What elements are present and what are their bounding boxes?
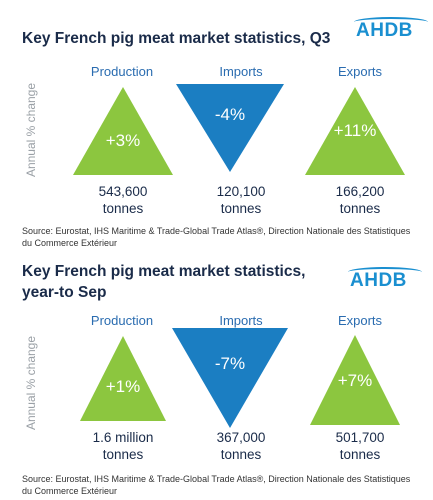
amount-exports: 501,700 tonnes bbox=[335, 430, 385, 462]
value-label-exports: +7% bbox=[337, 371, 373, 390]
amount-exports: 166,200 tonnes bbox=[335, 184, 385, 216]
category-label-production: Production bbox=[90, 64, 154, 79]
triangle-down-imports bbox=[176, 84, 284, 172]
chart-title: Key French pig meat market statistics, Q… bbox=[22, 30, 331, 47]
source-note: Source: Eurostat, IHS Maritime & Trade-G… bbox=[22, 474, 411, 496]
category-label-exports: Exports bbox=[337, 64, 383, 79]
ahdb-logo: AHDB bbox=[354, 17, 428, 42]
q3-panel: Key French pig meat market statistics, Q… bbox=[22, 17, 428, 248]
amount-production: 1.6 million tonnes bbox=[92, 430, 154, 462]
triangle-up-production bbox=[80, 336, 166, 421]
value-label-imports: -7% bbox=[214, 354, 246, 373]
triangle-down-imports bbox=[172, 328, 288, 428]
y-axis-label: Annual % change bbox=[24, 82, 38, 178]
chart-title: Key French pig meat market statistics, y… bbox=[22, 263, 306, 301]
category-label-imports: Imports bbox=[219, 64, 263, 79]
value-label-imports: -4% bbox=[214, 105, 246, 124]
triangle-up-exports bbox=[305, 87, 405, 175]
amount-imports: 367,000 tonnes bbox=[216, 430, 266, 462]
source-note: Source: Eurostat, IHS Maritime & Trade-G… bbox=[22, 226, 411, 248]
category-label-exports: Exports bbox=[337, 313, 383, 328]
value-label-production: +1% bbox=[105, 377, 141, 396]
y-axis-label: Annual % change bbox=[24, 335, 38, 430]
value-label-production: +3% bbox=[105, 131, 141, 150]
ytd-panel: Key French pig meat market statistics, y… bbox=[0, 258, 433, 500]
triangle-up-production bbox=[73, 87, 173, 175]
ahdb-logo: AHDB bbox=[348, 267, 422, 292]
category-label-imports: Imports bbox=[219, 313, 263, 328]
amount-imports: 120,100 tonnes bbox=[216, 184, 266, 216]
value-label-exports: +11% bbox=[333, 121, 377, 140]
amount-production: 543,600 tonnes bbox=[98, 184, 148, 216]
category-label-production: Production bbox=[90, 313, 154, 328]
triangle-up-exports bbox=[310, 335, 400, 425]
